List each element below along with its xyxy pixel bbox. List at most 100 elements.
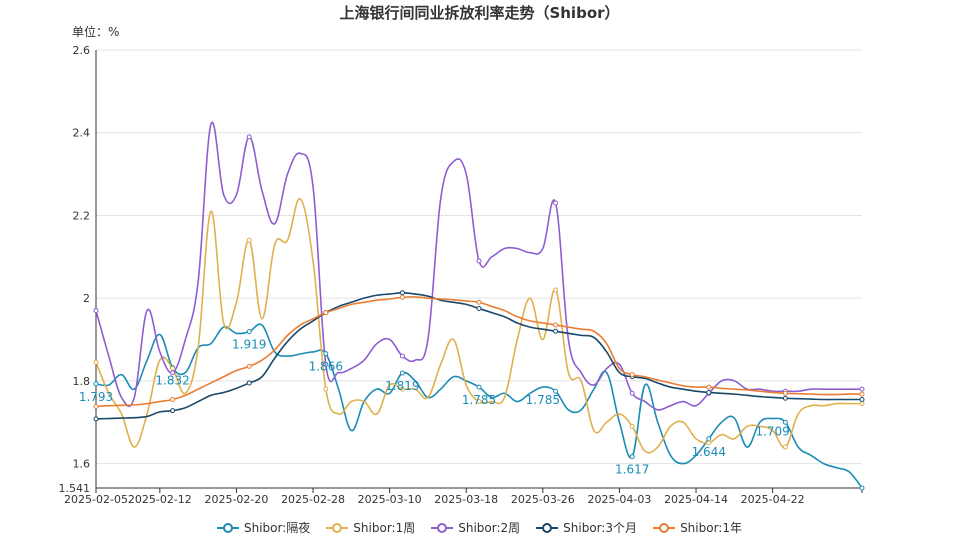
series-point <box>859 396 865 402</box>
series-point <box>246 380 252 386</box>
legend-label: Shibor:3个月 <box>563 521 638 535</box>
data-label: 1.709 <box>755 425 789 439</box>
series-point <box>93 404 99 410</box>
series-point <box>782 395 788 401</box>
series-line <box>95 296 863 408</box>
series-point <box>706 440 712 446</box>
legend-swatch <box>217 522 239 534</box>
data-label: 1.919 <box>232 338 266 352</box>
series-point <box>170 370 176 376</box>
gridlines <box>96 49 862 465</box>
series-point <box>859 386 865 392</box>
data-label: 1.617 <box>615 463 649 477</box>
series-point <box>476 258 482 264</box>
series-point <box>93 381 99 387</box>
x-tick-label: 2025-04-14 <box>664 493 728 506</box>
x-tick-label: 2025-03-26 <box>511 493 575 506</box>
legend-label: Shibor:1周 <box>353 521 416 535</box>
legend-label: Shibor:隔夜 <box>244 521 311 535</box>
series-point <box>859 401 865 407</box>
y-tick-label: 2.4 <box>73 127 91 140</box>
data-label: 1.832 <box>155 374 189 388</box>
y-tick-label: 2.2 <box>73 209 91 222</box>
series-point <box>706 384 712 390</box>
series-markers <box>93 134 865 491</box>
series-point <box>323 386 329 392</box>
series-point <box>93 308 99 314</box>
y-tick-label: 1.541 <box>59 482 91 495</box>
series-point <box>782 444 788 450</box>
series-point <box>476 299 482 305</box>
series-point <box>246 363 252 369</box>
series-point <box>93 416 99 422</box>
data-label: 1.819 <box>385 379 419 393</box>
series-point <box>553 200 559 206</box>
series-point <box>323 361 329 367</box>
series-point <box>629 423 635 429</box>
x-tick-label: 2025-03-10 <box>358 493 422 506</box>
series-point <box>246 134 252 140</box>
series-point <box>399 294 405 300</box>
y-tick-label: 2.6 <box>73 44 91 57</box>
series-point <box>170 365 176 371</box>
series-point <box>476 305 482 311</box>
series-point <box>782 419 788 425</box>
series-point <box>399 386 405 392</box>
series-line <box>95 121 862 411</box>
y-tick-label: 1.6 <box>73 458 91 471</box>
series-point <box>476 384 482 390</box>
series-point <box>553 328 559 334</box>
series-point <box>323 310 329 316</box>
legend-item[interactable]: Shibor:2周 <box>431 519 520 536</box>
legend-item[interactable]: Shibor:隔夜 <box>217 519 310 536</box>
legend: Shibor:隔夜 Shibor:1周 Shibor:2周 Shibor:3个月 Shi… <box>0 519 959 536</box>
series-point <box>399 290 405 296</box>
legend-swatch <box>653 522 676 534</box>
x-tick-label: 2025-04-03 <box>587 493 651 506</box>
legend-item[interactable]: Shibor:1周 <box>326 519 415 536</box>
series-point <box>553 388 559 394</box>
series-point <box>170 396 176 402</box>
data-label: 1.785 <box>462 393 496 407</box>
series-point <box>706 436 712 442</box>
legend-label: Shibor:1年 <box>680 521 742 535</box>
series-point <box>859 485 865 491</box>
legend-swatch <box>431 522 454 534</box>
series-point <box>629 454 635 460</box>
x-tick-label: 2025-02-12 <box>128 493 192 506</box>
legend-swatch <box>326 522 349 534</box>
data-labels: 1.793 1.832 1.919 1.866 1.819 1.785 1.785 1.617… <box>79 338 790 477</box>
series-point <box>93 359 99 365</box>
x-tick-label: 2025-02-28 <box>281 493 345 506</box>
data-label: 1.785 <box>526 393 560 407</box>
series-point <box>553 287 559 293</box>
y-tick-label: 1.8 <box>73 375 91 388</box>
series-point <box>323 351 329 357</box>
y-tick-label: 2 <box>83 292 90 305</box>
series-point <box>476 399 482 405</box>
series-lines <box>95 121 863 489</box>
series-point <box>859 391 865 397</box>
series-point <box>629 390 635 396</box>
series-point <box>399 370 405 376</box>
legend-item[interactable]: Shibor:3个月 <box>536 519 637 536</box>
series-point <box>170 408 176 414</box>
data-label: 1.644 <box>692 445 726 459</box>
unit-label: 单位：% <box>72 25 120 39</box>
legend-item[interactable]: Shibor:1年 <box>653 519 742 536</box>
x-tick-label: 2025-02-05 <box>64 493 128 506</box>
series-point <box>246 329 252 335</box>
series-point <box>629 372 635 378</box>
legend-label: Shibor:2周 <box>458 521 521 535</box>
data-label: 1.866 <box>309 360 343 374</box>
series-point <box>782 390 788 396</box>
data-label: 1.793 <box>79 390 113 404</box>
chart-title: 上海银行间同业拆放利率走势（Shibor） <box>339 4 620 22</box>
series-point <box>706 389 712 395</box>
x-tick-label: 2025-02-20 <box>204 493 268 506</box>
x-tick-label: 2025-04-22 <box>741 493 805 506</box>
legend-swatch <box>536 522 559 534</box>
series-line <box>95 198 862 454</box>
